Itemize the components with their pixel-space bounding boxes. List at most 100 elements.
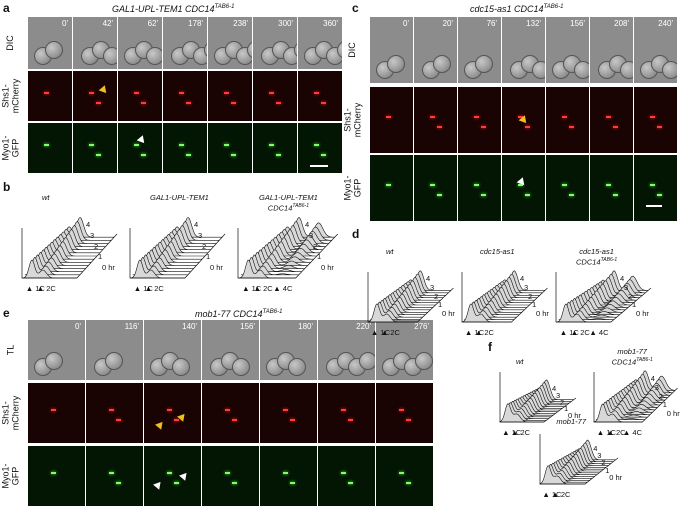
septin-ring-signal — [656, 126, 662, 128]
timepoint-label: 300' — [278, 19, 293, 28]
time-hour-label: 1 — [532, 300, 537, 310]
time-hour-label: 2 — [434, 291, 439, 301]
yeast-cell — [105, 352, 123, 370]
yeast-cell — [415, 352, 433, 370]
time-hour-label: 0 hr — [609, 472, 623, 482]
dna-content-tick: ▲ 2C — [570, 328, 590, 337]
myosin-ring-signal — [231, 482, 237, 484]
c-frame-mcherry — [458, 87, 501, 153]
myosin-ring-signal — [224, 144, 229, 146]
dna-content-tick: ▲ 1C — [542, 490, 562, 499]
septin-ring-signal — [231, 102, 236, 104]
myosin-ring-signal — [314, 144, 319, 146]
e-frame-bright: 0' — [28, 320, 85, 380]
c-frame-gfp — [370, 155, 413, 221]
myosin-ring-signal — [289, 482, 295, 484]
timepoint-label: 62' — [147, 19, 158, 28]
timepoint-label: 0' — [62, 19, 68, 28]
a-frame-mcherry — [28, 71, 72, 121]
septin-ring-signal — [141, 102, 146, 104]
histogram-title: mob1-77 CDC14TAB6-1 — [611, 347, 653, 367]
c-frame-bright: 76' — [458, 17, 501, 83]
septin-ring-signal — [524, 126, 530, 128]
histogram-title: wt — [516, 357, 524, 366]
e-frame-gfp — [28, 446, 85, 506]
myosin-ring-signal — [561, 184, 567, 186]
a-frame-bright: 62' — [118, 17, 162, 69]
e-frame-mcherry — [202, 383, 259, 443]
yeast-cell — [620, 61, 633, 79]
panel-a-image-grid: 0' 42' 62' 178' 238' 300' 360' — [28, 17, 343, 174]
histogram-plot — [367, 270, 454, 323]
time-hour-label: 4 — [593, 444, 598, 453]
myosin-ring-signal — [96, 154, 101, 156]
histogram-axes — [593, 372, 678, 423]
histogram-trace — [138, 251, 194, 269]
histogram-trace — [561, 299, 617, 318]
timepoint-label: 20' — [442, 19, 453, 28]
e-frame-gfp — [376, 446, 433, 506]
time-hour-label: 4 — [650, 374, 655, 383]
myosin-ring-signal — [517, 184, 523, 186]
histogram-trace — [135, 254, 191, 273]
e-frame-gfp — [86, 446, 143, 506]
time-hour-label: 3 — [90, 230, 95, 240]
timepoint-label: 76' — [486, 19, 497, 28]
dna-content-tick: ▲ 2C — [144, 284, 164, 293]
septin-ring-signal — [480, 126, 486, 128]
septin-ring-signal — [96, 102, 101, 104]
dna-content-tick: ▲ 1C — [596, 428, 616, 437]
myosin-ring-signal — [405, 482, 411, 484]
histogram-axes — [21, 228, 118, 279]
time-hour-label: 3 — [198, 230, 203, 240]
septin-ring-signal — [269, 92, 274, 94]
c-frame-mcherry — [414, 87, 457, 153]
histogram-plot — [555, 270, 652, 323]
histogram-axes — [499, 372, 577, 423]
myosin-ring-signal — [173, 482, 179, 484]
a-frame-mcherry — [163, 71, 207, 121]
c-frame-bright: 208' — [590, 17, 633, 83]
panel-e-title: mob1-77 CDC14TAB6-1 — [195, 309, 283, 319]
e-frame-mcherry — [144, 383, 201, 443]
a-frame-mcherry — [118, 71, 162, 121]
septin-ring-signal — [50, 409, 56, 411]
yeast-cell — [45, 41, 63, 59]
time-hour-label: 0 hr — [321, 263, 334, 273]
time-hour-label: 0 hr — [636, 309, 649, 319]
panel-label-a: a — [3, 1, 10, 15]
myosin-ring-signal — [429, 184, 435, 186]
septin-ring-signal — [568, 126, 574, 128]
row-label: Shs1- mCherry — [342, 102, 363, 138]
septin-ring-signal — [186, 102, 191, 104]
septin-ring-signal — [173, 419, 179, 421]
septin-ring-signal — [398, 409, 404, 411]
scale-bar — [646, 205, 662, 207]
panel-a-title: GAL1-UPL-TEM1 CDC14TAB6-1 — [112, 4, 235, 14]
timepoint-label: 116' — [124, 322, 139, 331]
septin-ring-signal — [314, 92, 319, 94]
myosin-ring-signal — [480, 194, 486, 196]
histogram-axes — [129, 228, 226, 279]
septin-ring-signal — [108, 409, 114, 411]
time-hour-label: 2 — [628, 291, 633, 301]
timepoint-label: 0' — [403, 19, 409, 28]
a-frame-gfp — [253, 123, 297, 173]
a-frame-bright: 42' — [73, 17, 117, 69]
myosin-ring-signal — [340, 472, 346, 474]
e-frame-gfp — [144, 446, 201, 506]
e-frame-bright: 220' — [318, 320, 375, 380]
histogram-axes — [539, 434, 619, 485]
myosin-ring-signal — [612, 194, 618, 196]
c-frame-bright: 240' — [634, 17, 677, 83]
histogram-plot — [129, 217, 226, 279]
c-frame-mcherry — [590, 87, 633, 153]
yeast-cell — [359, 352, 375, 370]
septin-ring-signal — [649, 116, 655, 118]
yeast-cell — [193, 47, 207, 65]
dna-content-tick: ▲ 4C — [622, 428, 643, 437]
scale-bar — [310, 165, 328, 167]
histogram-title: GAL1-UPL-TEM1 — [150, 193, 209, 202]
time-hour-label: 1 — [564, 404, 569, 414]
time-hour-label: 0 hr — [568, 411, 581, 421]
